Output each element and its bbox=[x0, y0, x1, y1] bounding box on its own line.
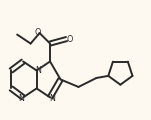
Text: N: N bbox=[18, 93, 24, 102]
Text: O: O bbox=[66, 35, 72, 44]
Text: N: N bbox=[49, 94, 55, 103]
Text: N: N bbox=[35, 66, 41, 75]
Text: O: O bbox=[34, 28, 40, 37]
